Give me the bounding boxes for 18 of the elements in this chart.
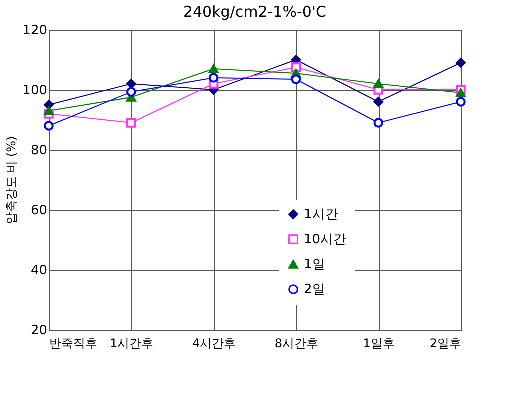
legend-label: 1일 [304, 258, 326, 272]
y-tick-label: 40 [30, 264, 48, 278]
x-tick-label: 2일후 [430, 336, 462, 350]
y-tick-label: 100 [22, 84, 48, 98]
legend-label: 10시간 [304, 232, 347, 248]
y-axis-title: 압축강도 비 (%) [4, 136, 19, 225]
x-tick-label: 반죽직후 [50, 336, 98, 350]
chart-title: 240kg/cm2-1%-0'C [183, 3, 327, 21]
x-tick-label: 8시간후 [274, 336, 319, 350]
x-tick-label: 1시간후 [110, 336, 154, 350]
x-tick-label: 4시간후 [192, 336, 236, 350]
y-tick-label: 20 [30, 324, 48, 338]
legend-label: 2일 [304, 282, 326, 298]
legend-label: 1시간 [304, 208, 338, 222]
y-tick-label: 60 [30, 204, 48, 218]
x-tick-label: 1일후 [363, 336, 395, 350]
y-tick-label: 120 [22, 24, 48, 38]
y-tick-label: 80 [30, 144, 48, 158]
